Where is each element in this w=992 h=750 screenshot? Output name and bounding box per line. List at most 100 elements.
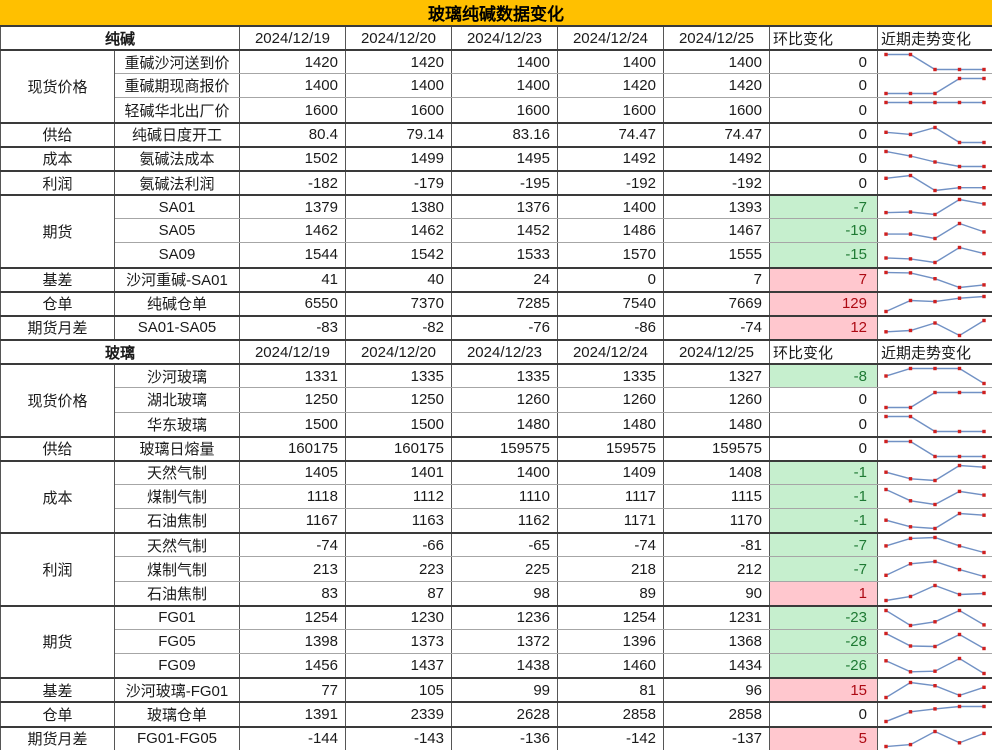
cell-change[interactable]: -26 bbox=[770, 654, 878, 678]
cell-value[interactable]: -83 bbox=[240, 316, 346, 340]
cell-value[interactable]: 1452 bbox=[452, 219, 558, 243]
cell-value[interactable]: 1437 bbox=[346, 654, 452, 678]
change-header[interactable]: 环比变化 bbox=[770, 27, 878, 50]
cell-value[interactable]: -182 bbox=[240, 171, 346, 195]
cell-item[interactable]: 华东玻璃 bbox=[115, 412, 240, 436]
cell-sparkline[interactable] bbox=[878, 269, 992, 291]
date-header[interactable]: 2024/12/19 bbox=[240, 27, 346, 50]
cell-sparkline[interactable] bbox=[878, 219, 992, 242]
cell-item[interactable]: 煤制气制 bbox=[115, 557, 240, 581]
date-header[interactable]: 2024/12/25 bbox=[664, 27, 770, 50]
cell-value[interactable]: 1467 bbox=[664, 219, 770, 243]
cell-value[interactable]: 98 bbox=[452, 581, 558, 605]
cell-value[interactable]: 213 bbox=[240, 557, 346, 581]
cell-value[interactable]: 1600 bbox=[240, 98, 346, 122]
cell-value[interactable]: 77 bbox=[240, 679, 346, 702]
cell-value[interactable]: 1495 bbox=[452, 147, 558, 170]
cell-category[interactable]: 供给 bbox=[0, 437, 115, 460]
cell-change[interactable]: 0 bbox=[770, 437, 878, 460]
cell-sparkline[interactable] bbox=[878, 582, 992, 605]
cell-value[interactable]: -195 bbox=[452, 171, 558, 195]
cell-value[interactable]: 2339 bbox=[346, 703, 452, 726]
cell-value[interactable]: 1456 bbox=[240, 654, 346, 678]
cell-category[interactable]: 利润 bbox=[0, 171, 115, 195]
cell-sparkline[interactable] bbox=[878, 607, 992, 629]
cell-value[interactable]: 1600 bbox=[558, 98, 664, 122]
cell-value[interactable]: 1570 bbox=[558, 243, 664, 267]
cell-value[interactable]: -143 bbox=[346, 727, 452, 750]
cell-value[interactable]: 90 bbox=[664, 581, 770, 605]
cell-change[interactable]: -7 bbox=[770, 557, 878, 581]
cell-change[interactable]: -23 bbox=[770, 606, 878, 629]
cell-value[interactable]: 1420 bbox=[558, 74, 664, 98]
cell-value[interactable]: 1368 bbox=[664, 629, 770, 654]
cell-value[interactable]: 1162 bbox=[452, 509, 558, 533]
date-header[interactable]: 2024/12/20 bbox=[346, 341, 452, 364]
cell-value[interactable]: 1492 bbox=[664, 147, 770, 170]
cell-value[interactable]: 1379 bbox=[240, 196, 346, 219]
cell-value[interactable]: -74 bbox=[558, 534, 664, 557]
cell-change[interactable]: 0 bbox=[770, 388, 878, 412]
cell-value[interactable]: 99 bbox=[452, 679, 558, 702]
cell-value[interactable]: 1400 bbox=[664, 51, 770, 74]
cell-category[interactable]: 成本 bbox=[0, 147, 115, 170]
cell-value[interactable]: 1420 bbox=[240, 51, 346, 74]
cell-value[interactable]: 1544 bbox=[240, 243, 346, 267]
cell-item[interactable]: 玻璃仓单 bbox=[115, 703, 240, 726]
cell-change[interactable]: 5 bbox=[770, 727, 878, 750]
cell-value[interactable]: 1405 bbox=[240, 461, 346, 484]
cell-value[interactable]: 1499 bbox=[346, 147, 452, 170]
section-title[interactable]: 玻璃 bbox=[0, 341, 240, 364]
cell-category[interactable]: 供给 bbox=[0, 123, 115, 146]
cell-value[interactable]: 105 bbox=[346, 679, 452, 702]
cell-value[interactable]: -74 bbox=[664, 316, 770, 340]
cell-value[interactable]: 1231 bbox=[664, 606, 770, 629]
cell-value[interactable]: 1420 bbox=[346, 51, 452, 74]
cell-value[interactable]: 1380 bbox=[346, 196, 452, 219]
cell-item[interactable]: 煤制气制 bbox=[115, 484, 240, 509]
cell-value[interactable]: 7540 bbox=[558, 292, 664, 315]
date-header[interactable]: 2024/12/23 bbox=[452, 27, 558, 50]
cell-value[interactable]: -86 bbox=[558, 316, 664, 340]
cell-value[interactable]: 1400 bbox=[452, 461, 558, 484]
cell-value[interactable]: 1260 bbox=[452, 388, 558, 412]
cell-value[interactable]: 1327 bbox=[664, 365, 770, 388]
cell-item[interactable]: SA05 bbox=[115, 219, 240, 243]
cell-value[interactable]: 1236 bbox=[452, 606, 558, 629]
cell-value[interactable]: 1533 bbox=[452, 243, 558, 267]
cell-change[interactable]: -1 bbox=[770, 509, 878, 533]
cell-value[interactable]: 159575 bbox=[452, 437, 558, 460]
cell-value[interactable]: 1335 bbox=[452, 365, 558, 388]
cell-change[interactable]: -15 bbox=[770, 243, 878, 267]
cell-sparkline[interactable] bbox=[878, 654, 992, 677]
cell-value[interactable]: 80.4 bbox=[240, 123, 346, 146]
cell-value[interactable]: 83.16 bbox=[452, 123, 558, 146]
cell-value[interactable]: 83 bbox=[240, 581, 346, 605]
cell-item[interactable]: SA01-SA05 bbox=[115, 316, 240, 340]
cell-change[interactable]: 129 bbox=[770, 292, 878, 315]
cell-category[interactable]: 基差 bbox=[0, 268, 115, 291]
cell-category[interactable]: 仓单 bbox=[0, 292, 115, 315]
cell-item[interactable]: FG01 bbox=[115, 606, 240, 629]
trend-header[interactable]: 近期走势变化 bbox=[881, 344, 972, 362]
cell-item[interactable]: FG01-FG05 bbox=[115, 727, 240, 750]
cell-sparkline[interactable] bbox=[878, 51, 992, 73]
cell-item[interactable]: 玻璃日熔量 bbox=[115, 437, 240, 460]
cell-value[interactable]: 223 bbox=[346, 557, 452, 581]
cell-value[interactable]: 160175 bbox=[346, 437, 452, 460]
cell-value[interactable]: 1400 bbox=[452, 51, 558, 74]
cell-value[interactable]: -144 bbox=[240, 727, 346, 750]
cell-value[interactable]: 1600 bbox=[664, 98, 770, 122]
cell-value[interactable]: 81 bbox=[558, 679, 664, 702]
cell-item[interactable]: 湖北玻璃 bbox=[115, 388, 240, 412]
cell-value[interactable]: 7 bbox=[664, 268, 770, 291]
cell-change[interactable]: 0 bbox=[770, 51, 878, 74]
cell-sparkline[interactable] bbox=[878, 98, 992, 121]
cell-sparkline[interactable] bbox=[878, 438, 992, 460]
cell-value[interactable]: 74.47 bbox=[558, 123, 664, 146]
trend-header[interactable]: 近期走势变化 bbox=[881, 30, 972, 48]
cell-item[interactable]: SA01 bbox=[115, 196, 240, 219]
cell-value[interactable]: 218 bbox=[558, 557, 664, 581]
cell-category[interactable]: 仓单 bbox=[0, 703, 115, 726]
cell-item[interactable]: 重碱期现商报价 bbox=[115, 74, 240, 98]
